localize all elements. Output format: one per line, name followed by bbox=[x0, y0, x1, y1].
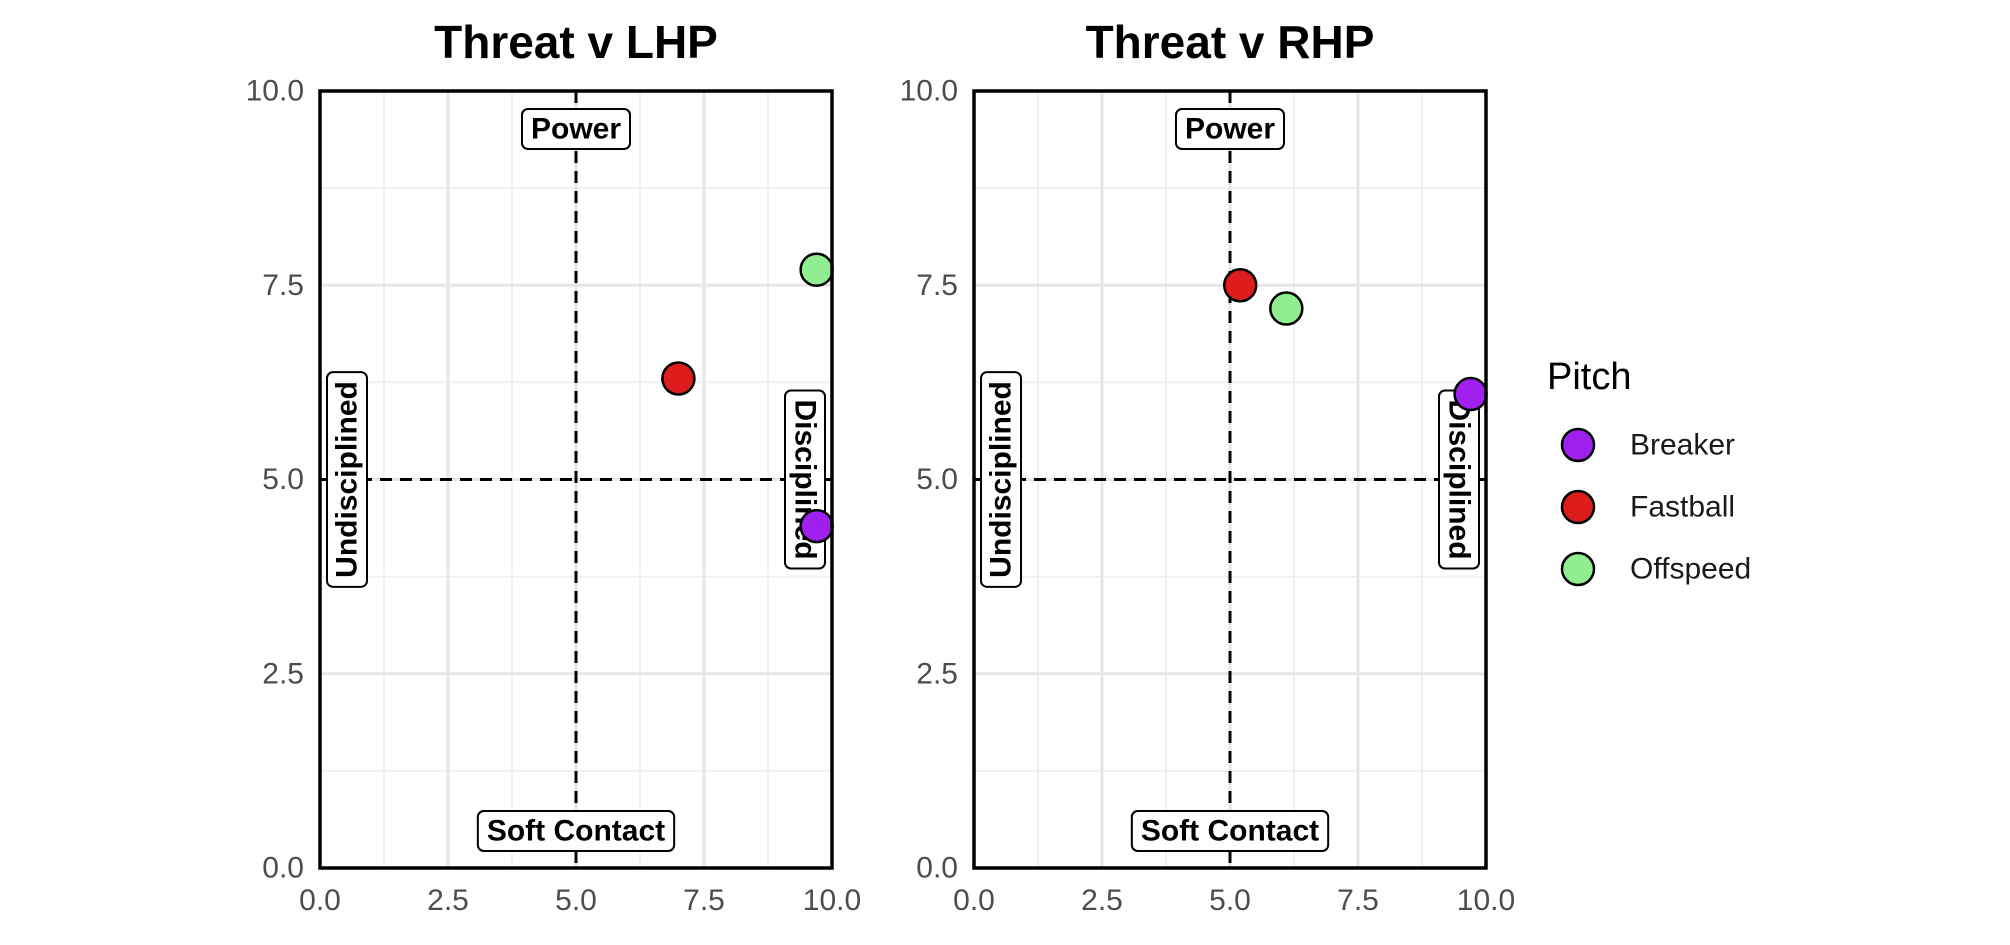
legend-item-fastball: Fastball bbox=[1560, 489, 1735, 525]
legend-swatch bbox=[1560, 427, 1596, 463]
legend-label: Breaker bbox=[1630, 429, 1735, 462]
chart-title: Threat v LHP bbox=[434, 16, 718, 68]
panel-border bbox=[318, 89, 834, 870]
quadrant-label-power-box bbox=[520, 108, 632, 150]
x-tick-label: 0.0 bbox=[953, 884, 995, 917]
quadrant-label-undisciplined: Undisciplined bbox=[980, 371, 1022, 588]
legend-swatch bbox=[1560, 489, 1596, 525]
y-tick-label: 2.5 bbox=[916, 657, 958, 690]
x-tick-label: 5.0 bbox=[555, 884, 597, 917]
quadrant-label-disciplined-text: Disciplined bbox=[1443, 399, 1476, 559]
legend-label: Offspeed bbox=[1630, 553, 1751, 586]
legend-swatch bbox=[1560, 551, 1596, 587]
legend-item-breaker: Breaker bbox=[1560, 427, 1735, 463]
y-tick-label: 2.5 bbox=[262, 657, 304, 690]
y-tick-label: 10.0 bbox=[246, 75, 304, 108]
quadrant-label-soft-contact: Soft Contact bbox=[1130, 810, 1330, 852]
quadrant-label-soft-contact-box bbox=[1130, 810, 1330, 852]
legend-title: Pitch bbox=[1547, 356, 1631, 398]
panel-border bbox=[972, 89, 1488, 870]
quadrant-label-soft-contact-text: Soft Contact bbox=[1141, 815, 1319, 848]
point-breaker bbox=[1453, 376, 1488, 412]
x-tick-label: 2.5 bbox=[1081, 884, 1123, 917]
y-tick-label: 7.5 bbox=[262, 269, 304, 302]
quadrant-label-soft-contact-text: Soft Contact bbox=[487, 815, 665, 848]
y-tick-label: 0.0 bbox=[262, 852, 304, 885]
quadrant-label-undisciplined-text: Undisciplined bbox=[985, 381, 1018, 578]
panel-1: Threat v LHP Power Soft Contact Undisciplin… bbox=[246, 16, 862, 917]
x-tick-label: 7.5 bbox=[683, 884, 725, 917]
chart-title: Threat v RHP bbox=[1086, 16, 1375, 68]
point-breaker bbox=[799, 508, 834, 544]
y-tick-label: 0.0 bbox=[916, 852, 958, 885]
x-tick-label: 0.0 bbox=[299, 884, 341, 917]
y-tick-label: 7.5 bbox=[916, 269, 958, 302]
quadrant-label-soft-contact: Soft Contact bbox=[476, 810, 676, 852]
quadrant-label-disciplined: Disciplined bbox=[1438, 389, 1480, 570]
quadrant-label-power-box bbox=[1174, 108, 1286, 150]
panel-2: Threat v RHP Power Soft Contact Undisciplin… bbox=[900, 16, 1516, 917]
x-tick-label: 5.0 bbox=[1209, 884, 1251, 917]
y-tick-label: 5.0 bbox=[262, 463, 304, 496]
y-tick-label: 5.0 bbox=[916, 463, 958, 496]
quadrant-label-power-text: Power bbox=[531, 113, 621, 146]
quadrant-label-power: Power bbox=[520, 108, 632, 150]
x-tick-label: 10.0 bbox=[1457, 884, 1515, 917]
quadrant-label-soft-contact-box bbox=[476, 810, 676, 852]
legend-label: Fastball bbox=[1630, 491, 1735, 524]
quadrant-label-power: Power bbox=[1174, 108, 1286, 150]
point-fastball bbox=[661, 361, 696, 396]
legend: Pitch Breaker Fastball Offspeed bbox=[1547, 356, 1751, 587]
quadrant-label-undisciplined: Undisciplined bbox=[326, 371, 368, 588]
point-offspeed bbox=[1269, 291, 1304, 326]
point-fastball bbox=[1222, 268, 1258, 303]
x-tick-label: 2.5 bbox=[427, 884, 469, 917]
legend-item-offspeed: Offspeed bbox=[1560, 551, 1751, 587]
x-tick-label: 10.0 bbox=[803, 884, 861, 917]
x-tick-label: 7.5 bbox=[1337, 884, 1379, 917]
quadrant-label-undisciplined-box bbox=[326, 371, 368, 588]
quadrant-label-undisciplined-box bbox=[980, 371, 1022, 588]
quadrant-label-power-text: Power bbox=[1185, 113, 1275, 146]
quadrant-label-undisciplined-text: Undisciplined bbox=[331, 381, 364, 578]
y-tick-label: 10.0 bbox=[900, 75, 958, 108]
point-offspeed bbox=[799, 252, 834, 287]
